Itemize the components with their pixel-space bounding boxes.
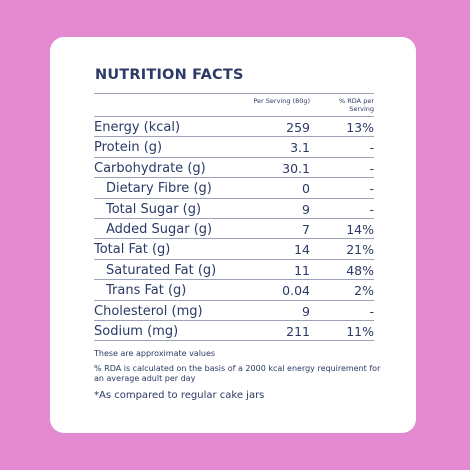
table-row: Trans Fat (g) 0.04 2% (94, 280, 374, 301)
table-row: Saturated Fat (g) 11 48% (94, 260, 374, 281)
nutrient-label: Energy (kcal) (94, 120, 181, 135)
nutrient-value: 0 (302, 181, 310, 197)
nutrient-rda: - (369, 303, 374, 319)
nutrient-value: 0.04 (282, 283, 310, 299)
nutrient-value: 7 (302, 221, 310, 237)
nutrient-rda: - (369, 160, 374, 176)
table-row: Added Sugar (g) 7 14% (94, 219, 374, 240)
header-divider (94, 116, 374, 117)
nutrient-label: Added Sugar (g) (106, 221, 213, 237)
approx-note: These are approximate values (94, 349, 216, 358)
table-row: Dietary Fibre (g) 0 - (94, 178, 374, 199)
nutrient-rda: 14% (346, 221, 374, 237)
nutrient-rda: - (369, 181, 374, 197)
nutrient-label: Saturated Fat (g) (106, 262, 217, 278)
nutrient-value: 211 (286, 323, 310, 339)
header-rda: % RDA per Serving (339, 97, 374, 113)
table-row: Total Fat (g) 14 21% (94, 239, 374, 260)
nutrient-label: Sodium (mg) (94, 323, 179, 339)
nutrition-card: NUTRITION FACTS Per Serving (80g) % RDA … (50, 37, 416, 433)
nutrient-value: 259 (286, 120, 310, 135)
nutrient-rda: 21% (346, 242, 374, 258)
table-row: Energy (kcal) 259 13% (94, 117, 374, 138)
nutrient-rda: - (369, 140, 374, 156)
nutrient-label: Total Fat (g) (94, 242, 171, 258)
nutrient-label: Carbohydrate (g) (94, 160, 206, 176)
nutrient-rda: 48% (346, 262, 374, 278)
nutrient-value: 9 (302, 201, 310, 217)
nutrient-rda: - (369, 201, 374, 217)
nutrient-rda: 13% (346, 120, 374, 135)
nutrient-label: Trans Fat (g) (106, 283, 187, 299)
nutrient-value: 3.1 (290, 140, 310, 156)
nutrition-title: NUTRITION FACTS (95, 67, 244, 83)
table-row: Cholesterol (mg) 9 - (94, 301, 374, 321)
table-row: Carbohydrate (g) 30.1 - (94, 158, 374, 179)
nutrient-value: 14 (294, 242, 310, 258)
top-divider (94, 93, 374, 94)
table-row: Total Sugar (g) 9 - (94, 199, 374, 219)
rda-note: % RDA is calculated on the basis of a 20… (94, 364, 381, 383)
nutrient-value: 30.1 (282, 160, 310, 176)
nutrient-label: Dietary Fibre (g) (106, 181, 212, 197)
table-header: Per Serving (80g) % RDA per Serving (94, 97, 374, 119)
header-per-serving: Per Serving (80g) (253, 97, 310, 105)
nutrient-label: Protein (g) (94, 140, 163, 156)
table-row: Protein (g) 3.1 - (94, 137, 374, 158)
footnote: *As compared to regular cake jars (94, 390, 265, 401)
nutrient-value: 9 (302, 303, 310, 319)
notes: These are approximate values % RDA is ca… (94, 349, 384, 384)
nutrient-rda: 2% (354, 283, 374, 299)
nutrient-value: 11 (294, 262, 310, 278)
nutrient-rda: 11% (346, 323, 374, 339)
nutrition-table: Energy (kcal) 259 13% Protein (g) 3.1 - … (94, 117, 374, 342)
nutrient-label: Cholesterol (mg) (94, 303, 203, 319)
nutrient-label: Total Sugar (g) (106, 201, 202, 217)
table-row: Sodium (mg) 211 11% (94, 321, 374, 342)
